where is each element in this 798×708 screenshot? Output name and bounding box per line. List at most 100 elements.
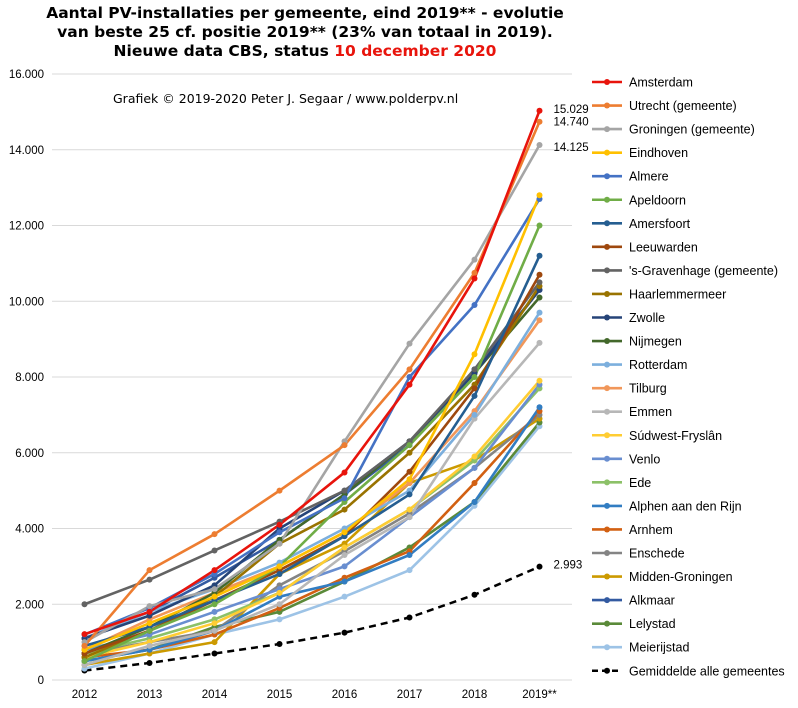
series-line-groningen-gemeente (83, 144, 541, 644)
data-point-emmen (276, 601, 283, 608)
legend-swatch-marker (604, 149, 610, 156)
series-line-gemiddelde-alle-gemeentes (84, 565, 540, 672)
data-point-amsterdam (471, 275, 478, 282)
data-point-apeldoorn (536, 222, 543, 229)
data-point-arnhem (471, 480, 478, 487)
x-tick-labels: 2012 2013 2014 2015 2016 2017 2018 2019** (72, 689, 558, 701)
data-point-gemiddelde-alle-gemeentes (146, 659, 153, 666)
data-point-venlo (211, 608, 218, 615)
data-point-almere (276, 529, 283, 536)
legend-swatch-marker (604, 597, 610, 604)
data-point-alphen-aan-den-rijn (406, 552, 413, 559)
data-point-emmen (146, 642, 153, 649)
data-point-alphen-aan-den-rijn (471, 498, 478, 505)
y-tick-label: 8.000 (15, 372, 44, 384)
legend-swatch-marker (604, 620, 610, 627)
series-line-s-dwest-frysl-n (84, 379, 541, 659)
data-point-emmen (536, 339, 543, 346)
data-point-groningen-gemeente (471, 256, 478, 263)
x-tick-label: 2017 (397, 689, 423, 701)
data-point-gemiddelde-alle-gemeentes (211, 650, 218, 657)
data-point-s-gravenhage-gemeente (341, 487, 348, 494)
data-point-haarlemmermeer (341, 506, 348, 513)
data-point-tilburg (536, 317, 543, 324)
legend-item-s-dwest-frysl-n: Súdwest-Fryslân (629, 429, 722, 443)
legend-item-meierijstad: Meierijstad (629, 641, 689, 655)
legend-item-arnhem: Arnhem (629, 523, 673, 537)
legend-swatch-marker (604, 173, 610, 180)
data-point-s-gravenhage-gemeente (211, 547, 218, 554)
x-tick-label: 2014 (202, 689, 228, 701)
data-point-s-dwest-frysl-n (406, 506, 413, 513)
series-line-utrecht-gemeente (83, 121, 541, 647)
series-line-venlo (84, 383, 541, 651)
data-point-eindhoven (341, 529, 348, 536)
data-point-amsterdam (81, 631, 88, 638)
x-tick-label: 2012 (72, 689, 98, 701)
series-line-zwolle (84, 289, 541, 640)
data-point-haarlemmermeer (406, 449, 413, 456)
data-point-amsterdam (406, 381, 413, 388)
data-point-s-dwest-frysl-n (276, 589, 283, 596)
legend: Amsterdam Utrecht (gemeente) Groningen (ge… (592, 76, 785, 678)
series-line-amsterdam (84, 110, 541, 636)
data-point-alphen-aan-den-rijn (536, 404, 543, 411)
legend-swatch-marker (604, 644, 610, 651)
data-point-eindhoven (211, 593, 218, 600)
legend-item-haarlemmermeer: Haarlemmermeer (629, 287, 726, 301)
legend-item-amsterdam: Amsterdam (629, 76, 693, 90)
legend-item-almere: Almere (629, 170, 669, 184)
end-label: 14.125 (554, 142, 589, 154)
legend-swatch-marker (604, 196, 610, 203)
data-point-utrecht-gemeente (81, 642, 88, 649)
chart-credit: Grafiek © 2019-2020 Peter J. Segaar / ww… (113, 91, 459, 106)
data-point-amsterdam (536, 107, 543, 114)
x-tick-label: 2016 (332, 689, 358, 701)
x-tick-label: 2015 (267, 689, 293, 701)
data-point-venlo (471, 464, 478, 471)
y-tick-label: 12.000 (9, 221, 44, 233)
y-tick-label: 4.000 (15, 524, 44, 536)
legend-swatch-marker (604, 385, 610, 392)
legend-swatch-marker (604, 408, 610, 415)
legend-swatch-marker (604, 79, 610, 85)
legend-swatch-marker (604, 573, 610, 580)
data-point-meierijstad (341, 593, 348, 600)
legend-swatch-marker (604, 126, 610, 133)
y-tick-label: 6.000 (15, 448, 44, 460)
legend-item-rotterdam: Rotterdam (629, 358, 687, 372)
legend-item-amersfoort: Amersfoort (629, 217, 691, 231)
legend-item-tilburg: Tilburg (629, 382, 667, 396)
series-line-alphen-aan-den-rijn (84, 406, 541, 663)
data-point-gemiddelde-alle-gemeentes (276, 641, 283, 648)
data-point-groningen-gemeente (276, 540, 283, 547)
y-tick-label: 16.000 (9, 69, 44, 81)
legend-swatch-marker (604, 290, 610, 297)
data-point-groningen-gemeente (406, 340, 413, 347)
data-point-almere (406, 374, 413, 380)
data-point-eindhoven (536, 192, 543, 199)
data-point-apeldoorn (81, 658, 88, 665)
legend-swatch-marker (604, 550, 610, 556)
title-line-1: Aantal PV-installaties per gemeente, ein… (46, 4, 564, 22)
y-tick-label: 10.000 (9, 296, 44, 308)
data-point-groningen-gemeente (211, 586, 218, 593)
data-point-alphen-aan-den-rijn (341, 578, 348, 585)
legend-item-midden-groningen: Midden-Groningen (629, 570, 733, 584)
data-point-midden-groningen (211, 639, 218, 646)
y-tick-label: 0 (38, 675, 44, 687)
data-point-apeldoorn (406, 442, 413, 449)
series-lines (83, 110, 541, 672)
data-point-amsterdam (146, 608, 153, 615)
legend-item-utrecht-gemeente: Utrecht (gemeente) (629, 99, 737, 113)
data-point-amersfoort (276, 570, 283, 577)
legend-item-enschede: Enschede (629, 547, 685, 561)
data-point-groningen-gemeente (146, 603, 153, 610)
data-point-s-dwest-frysl-n (471, 453, 478, 460)
legend-swatch-marker (604, 338, 610, 345)
legend-swatch-marker (604, 479, 610, 486)
data-point-emmen (211, 627, 218, 634)
series-line-eindhoven (84, 194, 541, 651)
